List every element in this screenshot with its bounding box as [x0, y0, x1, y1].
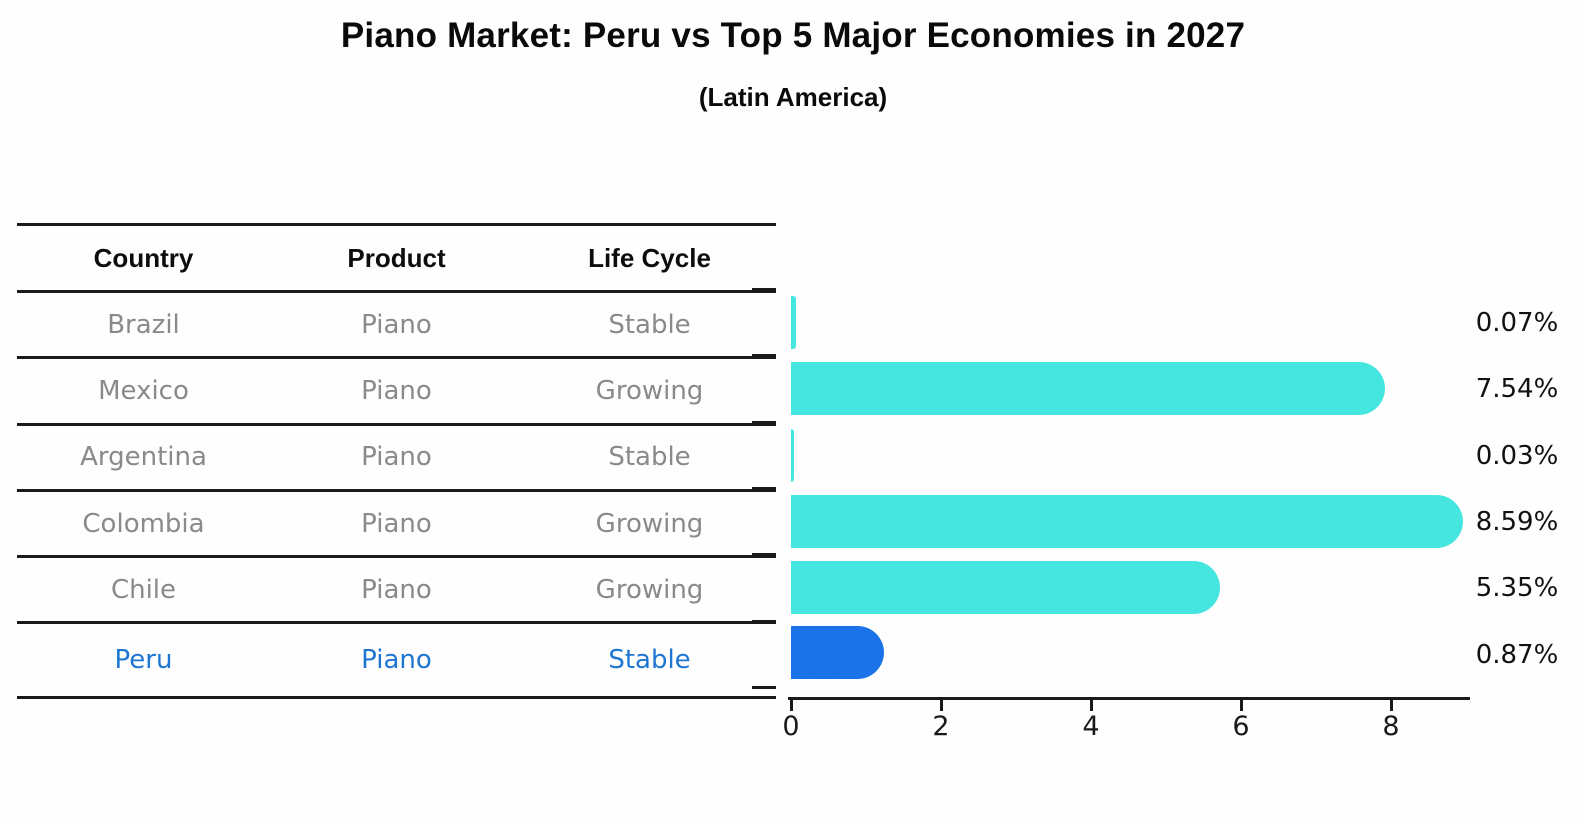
y-tick-mark [752, 288, 776, 291]
table-header-row: Country Product Life Cycle [17, 226, 776, 293]
y-tick-mark [752, 486, 776, 490]
column-header-country: Country [93, 242, 194, 273]
table-row-mexico: Mexico Piano Growing [17, 359, 776, 426]
bar-colombia [791, 494, 1464, 548]
cell-country: Colombia [82, 508, 205, 539]
x-tick-label: 4 [1082, 711, 1100, 742]
x-tick-mark [1389, 697, 1393, 711]
cell-country: Peru [114, 645, 173, 676]
x-tick-mark [1239, 697, 1243, 711]
cell-product: Piano [361, 375, 432, 406]
cell-lifecycle: Stable [608, 442, 691, 473]
x-tick-mark [789, 697, 793, 711]
cell-product: Piano [361, 442, 432, 473]
value-label-argentina: 0.03% [1475, 440, 1559, 471]
x-tick-label: 8 [1382, 711, 1400, 742]
value-label-colombia: 8.59% [1475, 507, 1559, 538]
y-tick-mark [752, 354, 776, 358]
bar-plot [791, 290, 1491, 690]
cell-country: Argentina [80, 442, 207, 473]
value-labels: 0.07% 7.54% 0.03% 8.59% 5.35% 0.87% [1462, 290, 1572, 688]
bar-argentina [791, 428, 794, 482]
x-axis: 0 2 4 6 8 [782, 697, 1473, 747]
cell-product: Piano [361, 574, 432, 605]
cell-country: Mexico [98, 375, 189, 406]
value-label-mexico: 7.54% [1475, 374, 1559, 405]
y-tick-mark [752, 553, 776, 557]
y-ticks [752, 288, 776, 692]
table-row-brazil: Brazil Piano Stable [17, 293, 776, 360]
cell-lifecycle: Growing [595, 508, 704, 539]
bar-mexico [791, 362, 1385, 416]
x-tick-label: 0 [782, 711, 800, 742]
table-row-chile: Chile Piano Growing [17, 558, 776, 625]
cell-product: Piano [361, 309, 432, 340]
table-row-colombia: Colombia Piano Growing [17, 492, 776, 559]
cell-lifecycle: Stable [608, 309, 691, 340]
cell-country: Chile [110, 574, 177, 605]
x-axis-line [788, 697, 1470, 700]
cell-country: Brazil [107, 309, 180, 340]
chart-subtitle: (Latin America) [698, 82, 888, 112]
country-table: Country Product Life Cycle Brazil Piano … [17, 223, 776, 700]
y-tick-mark [752, 619, 776, 623]
cell-product: Piano [361, 645, 432, 676]
table-row-argentina: Argentina Piano Stable [17, 426, 776, 492]
x-tick-label: 6 [1232, 711, 1250, 742]
value-label-peru: 0.87% [1475, 639, 1559, 670]
cell-lifecycle: Growing [595, 574, 704, 605]
y-tick-mark [752, 420, 776, 424]
column-header-product: Product [347, 242, 446, 273]
bar-peru [791, 626, 885, 680]
bar-brazil [791, 296, 797, 349]
x-tick-mark [1089, 697, 1093, 711]
bar-chile [791, 561, 1221, 615]
cell-product: Piano [361, 508, 432, 539]
x-tick-label: 2 [932, 711, 950, 742]
cell-lifecycle: Growing [595, 375, 704, 406]
y-tick-mark [752, 685, 776, 689]
cell-lifecycle: Stable [608, 645, 691, 676]
chart-title: Piano Market: Peru vs Top 5 Major Econom… [340, 16, 1246, 55]
x-tick-mark [939, 697, 943, 711]
column-header-lifecycle: Life Cycle [588, 242, 711, 273]
table-row-peru: Peru Piano Stable [17, 624, 776, 700]
value-label-brazil: 0.07% [1475, 308, 1559, 339]
value-label-chile: 5.35% [1475, 573, 1559, 604]
